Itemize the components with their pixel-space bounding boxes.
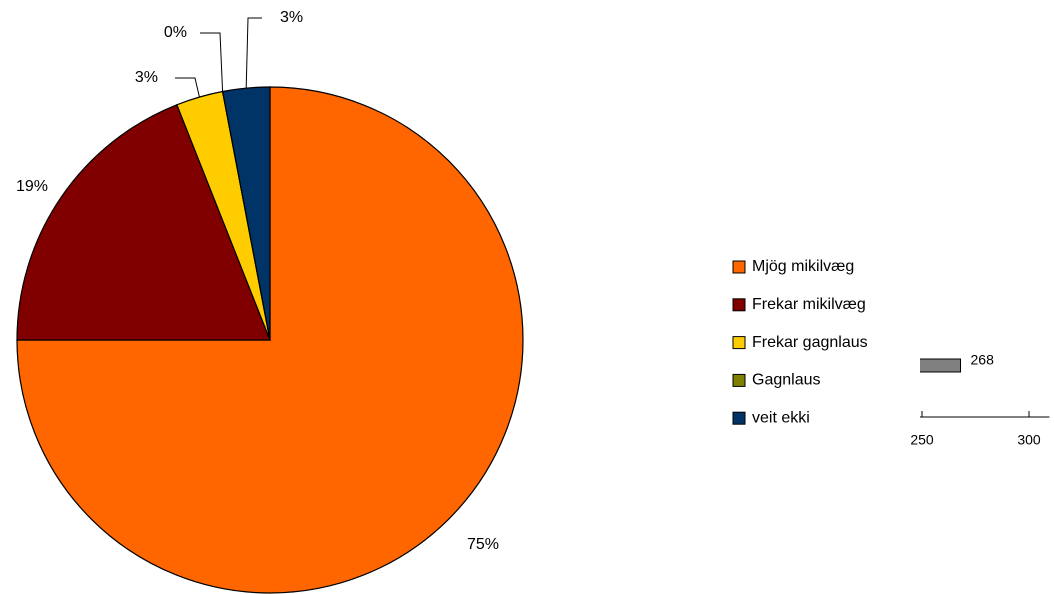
data-label: 19% [16,178,48,195]
x-tick-label: 300 [1017,432,1041,448]
leader-line [200,32,224,92]
data-label: 3% [135,69,158,86]
pie-slice [16,103,271,341]
legend-swatch [732,336,746,350]
data-label: 268 [971,352,995,368]
data-label: 75% [467,536,499,553]
data-label: 3% [280,9,303,26]
legend-label: Frekar mikilvæg [752,296,866,313]
legend-box [724,245,920,435]
data-label: 0% [164,24,187,41]
legend-swatch [732,411,746,425]
legend-swatch [732,260,746,274]
x-tick-label: 250 [910,432,934,448]
leader-line [245,17,262,89]
legend-swatch [732,373,746,387]
legend-label: veit ekki [752,409,810,426]
legend-label: Frekar gagnlaus [752,334,868,351]
legend-label: Mjög mikilvæg [752,258,854,275]
legend-label: Gagnlaus [752,372,821,389]
leader-line [175,77,200,98]
legend-swatch [732,298,746,312]
pie-slice [221,86,271,341]
